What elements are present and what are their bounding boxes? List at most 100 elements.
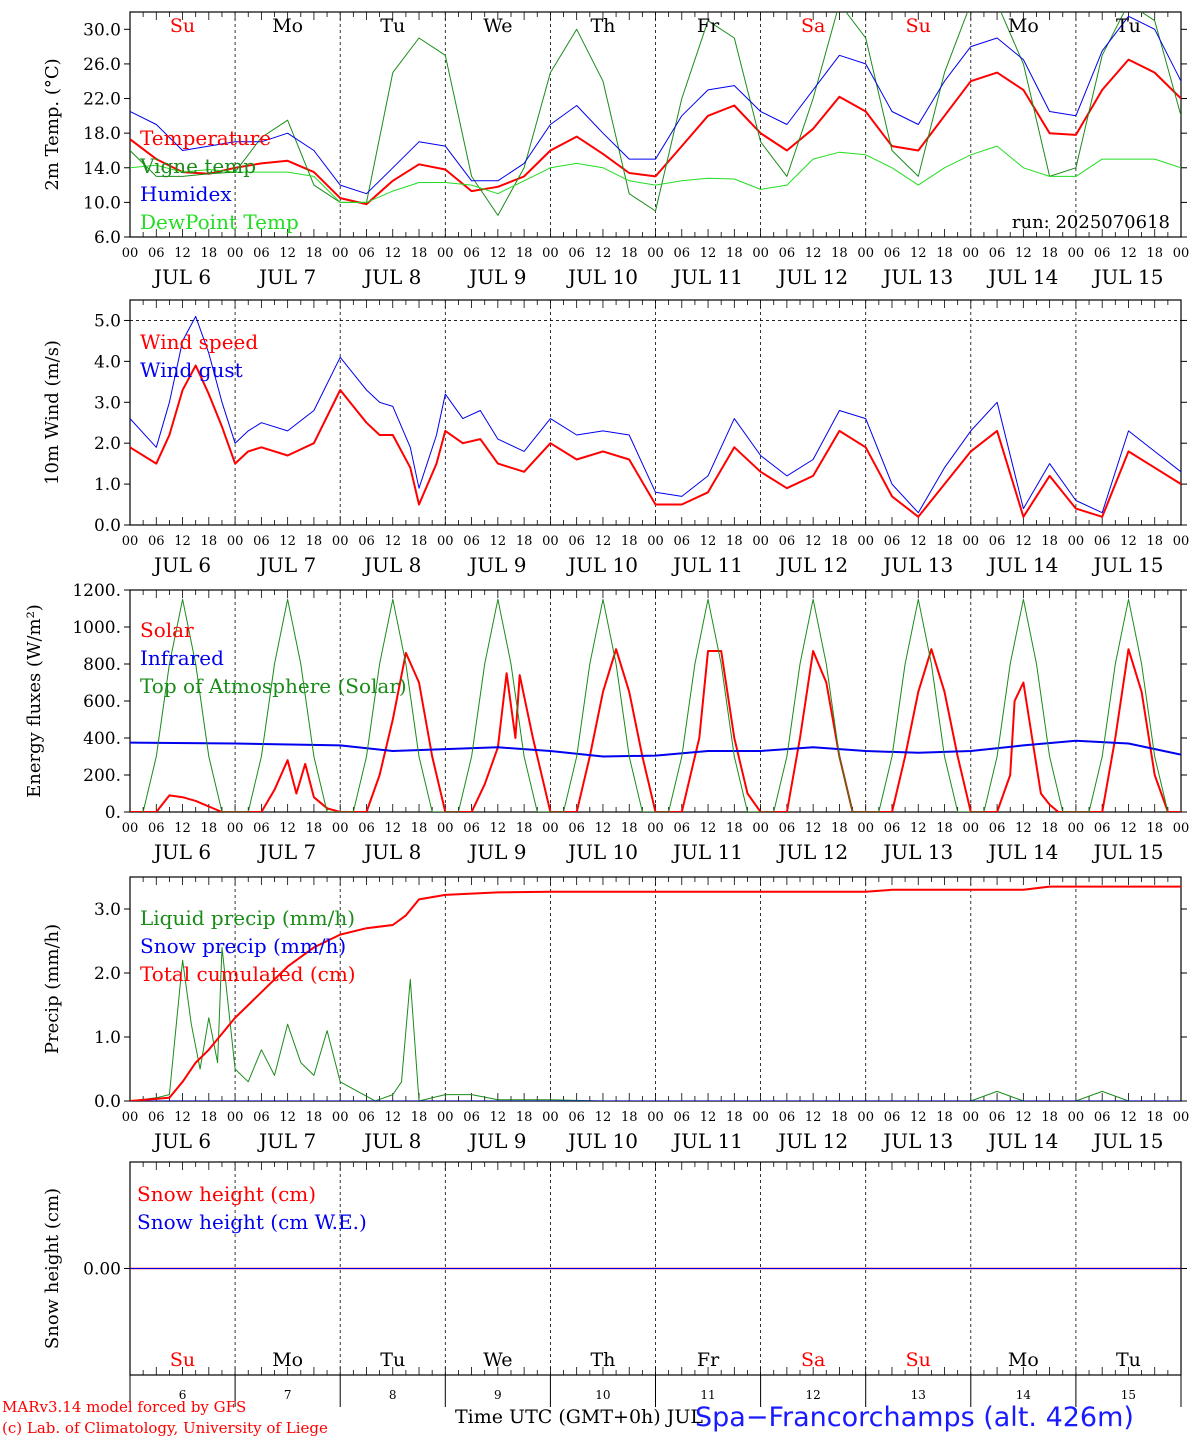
hour-tick-label: 18 <box>201 821 218 836</box>
hour-tick-label: 18 <box>516 1110 533 1125</box>
series-line <box>130 15 1181 195</box>
hour-tick-label: 12 <box>1120 1110 1137 1125</box>
hour-tick-label: 00 <box>437 821 454 836</box>
bottom-day-number: 14 <box>1016 1388 1032 1402</box>
y-tick-label: 1200. <box>72 581 121 601</box>
hour-tick-label: 12 <box>700 246 717 261</box>
hour-tick-label: 18 <box>621 1110 638 1125</box>
legend-entry: Wind gust <box>140 358 243 382</box>
y-tick-label: 14.0 <box>83 159 121 179</box>
day-date-label: JUL 6 <box>152 840 211 864</box>
hour-tick-label: 06 <box>568 821 585 836</box>
hour-tick-label: 00 <box>857 246 874 261</box>
weekday-label: We <box>483 15 512 37</box>
hour-tick-label: 18 <box>726 821 743 836</box>
y-axis-label: 10m Wind (m/s) <box>42 340 63 485</box>
lab-credit: (c) Lab. of Climatology, University of L… <box>2 1419 328 1437</box>
hour-tick-label: 18 <box>726 534 743 549</box>
hour-tick-label: 06 <box>884 1110 901 1125</box>
hour-tick-label: 00 <box>647 246 664 261</box>
hour-tick-label: 06 <box>148 1110 165 1125</box>
bottom-weekday-label: Th <box>590 1349 615 1371</box>
hour-tick-label: 00 <box>857 821 874 836</box>
hour-tick-label: 12 <box>490 821 507 836</box>
day-date-label: JUL 15 <box>1091 265 1163 289</box>
hour-tick-label: 00 <box>647 534 664 549</box>
hour-tick-label: 12 <box>384 1110 401 1125</box>
hour-tick-label: 12 <box>910 534 927 549</box>
hour-tick-label: 12 <box>910 246 927 261</box>
hour-tick-label: 00 <box>1068 534 1085 549</box>
hour-tick-label: 12 <box>279 1110 296 1125</box>
hour-tick-label: 12 <box>805 246 822 261</box>
day-date-label: JUL 7 <box>257 1129 316 1153</box>
hour-tick-label: 00 <box>963 246 980 261</box>
hour-tick-label: 18 <box>411 246 428 261</box>
hour-tick-label: 00 <box>437 1110 454 1125</box>
hour-tick-label: 00 <box>857 1110 874 1125</box>
bottom-day-number: 8 <box>389 1388 397 1402</box>
hour-tick-label: 06 <box>674 534 691 549</box>
hour-tick-label: 06 <box>989 534 1006 549</box>
weekday-label: Su <box>170 15 195 37</box>
bottom-day-number: 6 <box>179 1388 187 1402</box>
day-date-label: JUL 10 <box>566 840 638 864</box>
hour-tick-label: 12 <box>279 534 296 549</box>
hour-tick-label: 00 <box>752 1110 769 1125</box>
day-date-label: JUL 6 <box>152 553 211 577</box>
y-tick-label: 400. <box>83 729 121 749</box>
hour-tick-label: 06 <box>568 246 585 261</box>
weekday-label: Su <box>906 15 931 37</box>
hour-tick-label: 00 <box>122 821 139 836</box>
hour-tick-label: 00 <box>752 821 769 836</box>
hour-tick-label: 12 <box>174 821 191 836</box>
hour-tick-label: 06 <box>1094 534 1111 549</box>
bottom-weekday-label: Tu <box>380 1349 405 1371</box>
hour-tick-label: 00 <box>227 246 244 261</box>
y-tick-label: 0.00 <box>83 1260 121 1280</box>
hour-tick-label: 12 <box>384 821 401 836</box>
hour-tick-label: 18 <box>936 821 953 836</box>
day-date-label: JUL 11 <box>671 1129 743 1153</box>
legend-entry: Top of Atmosphere (Solar) <box>140 674 407 698</box>
hour-tick-label: 18 <box>936 246 953 261</box>
hour-tick-label: 06 <box>779 821 796 836</box>
hour-tick-label: 18 <box>621 534 638 549</box>
y-tick-label: 2.0 <box>94 434 121 454</box>
hour-tick-label: 12 <box>595 821 612 836</box>
hour-tick-label: 06 <box>358 246 375 261</box>
weekday-label: Tu <box>1116 15 1141 37</box>
day-date-label: JUL 11 <box>671 553 743 577</box>
day-date-label: JUL 14 <box>986 840 1058 864</box>
hour-tick-label: 00 <box>1173 1110 1190 1125</box>
hour-tick-label: 06 <box>674 1110 691 1125</box>
y-axis-label: 2m Temp. (°C) <box>42 58 63 190</box>
day-date-label: JUL 10 <box>566 1129 638 1153</box>
weekday-label: Mo <box>272 15 303 37</box>
y-tick-label: 1.0 <box>94 1028 121 1048</box>
hour-tick-label: 00 <box>752 246 769 261</box>
hour-tick-label: 06 <box>568 534 585 549</box>
weekday-label: Sa <box>801 15 825 37</box>
day-date-label: JUL 14 <box>986 553 1058 577</box>
hour-tick-label: 00 <box>332 246 349 261</box>
hour-tick-label: 12 <box>279 246 296 261</box>
hour-tick-label: 06 <box>1094 246 1111 261</box>
weekday-label: Mo <box>1008 15 1039 37</box>
hour-tick-label: 06 <box>884 821 901 836</box>
y-axis-label: Energy fluxes (W/m²) <box>24 604 45 798</box>
hour-tick-label: 18 <box>306 534 323 549</box>
hour-tick-label: 00 <box>227 534 244 549</box>
hour-tick-label: 18 <box>411 1110 428 1125</box>
hour-tick-label: 00 <box>542 821 559 836</box>
hour-tick-label: 06 <box>148 821 165 836</box>
hour-tick-label: 00 <box>1173 821 1190 836</box>
hour-tick-label: 12 <box>174 534 191 549</box>
y-tick-label: 1.0 <box>94 475 121 495</box>
hour-tick-label: 12 <box>910 1110 927 1125</box>
hour-tick-label: 18 <box>306 821 323 836</box>
day-date-label: JUL 6 <box>152 265 211 289</box>
hour-tick-label: 00 <box>963 821 980 836</box>
hour-tick-label: 18 <box>306 246 323 261</box>
y-tick-label: 5.0 <box>94 311 121 331</box>
